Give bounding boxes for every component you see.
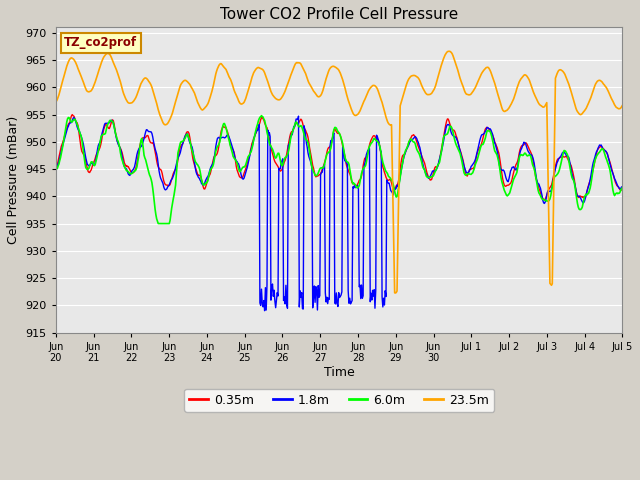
0.35m [619,187,627,193]
6.0m [52,167,60,173]
6.0m [155,221,163,227]
1.8m [178,144,186,149]
0.35m [541,197,548,203]
6.0m [426,175,434,180]
0.35m [122,162,129,168]
Line: 23.5m: 23.5m [56,51,623,293]
0.35m [409,132,417,138]
1.8m [120,164,128,169]
Line: 6.0m: 6.0m [56,116,623,224]
0.35m [426,175,433,181]
1.8m [410,135,417,141]
6.0m [209,164,216,169]
6.0m [120,164,128,169]
23.5m [178,80,186,86]
6.0m [179,139,186,144]
6.0m [62,123,70,129]
23.5m [409,72,417,78]
1.8m [62,131,70,136]
1.8m [619,184,627,190]
23.5m [52,98,60,104]
Line: 1.8m: 1.8m [56,116,623,311]
23.5m [445,48,453,54]
1.8m [260,308,268,313]
23.5m [426,92,433,97]
23.5m [619,102,627,108]
1.8m [52,166,60,172]
23.5m [62,66,70,72]
Title: Tower CO2 Profile Cell Pressure: Tower CO2 Profile Cell Pressure [220,7,458,22]
0.35m [209,160,216,166]
1.8m [208,163,216,168]
6.0m [258,113,266,119]
X-axis label: Time: Time [324,366,355,379]
0.35m [52,168,60,173]
Y-axis label: Cell Pressure (mBar): Cell Pressure (mBar) [7,116,20,244]
23.5m [208,89,216,95]
6.0m [619,185,627,191]
0.35m [62,128,70,133]
Legend: 0.35m, 1.8m, 6.0m, 23.5m: 0.35m, 1.8m, 6.0m, 23.5m [184,389,494,412]
1.8m [426,174,434,180]
1.8m [294,113,302,119]
0.35m [68,112,76,118]
Text: TZ_co2prof: TZ_co2prof [64,36,138,49]
Line: 0.35m: 0.35m [56,115,623,200]
0.35m [179,141,186,147]
23.5m [392,290,399,296]
23.5m [120,93,128,98]
6.0m [410,139,417,145]
